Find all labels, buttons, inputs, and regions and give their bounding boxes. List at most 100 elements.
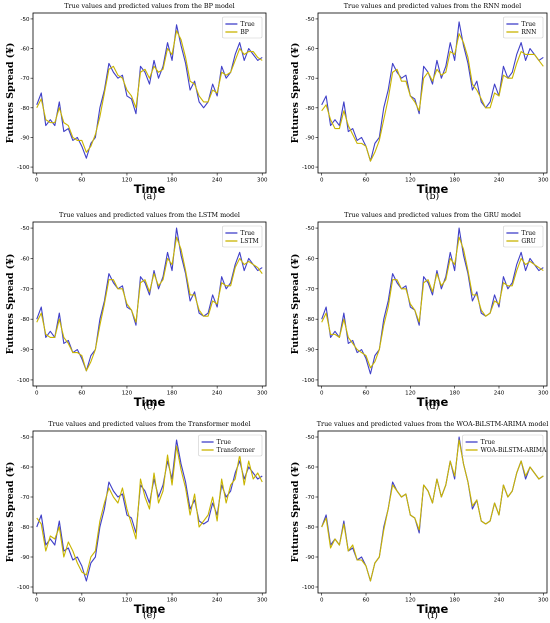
x-axis-label: Time	[134, 182, 166, 196]
x-tick-label: 180	[449, 391, 460, 397]
y-tick-label: -60	[306, 465, 315, 471]
y-tick-label: -60	[21, 47, 30, 53]
y-tick-label: -80	[21, 106, 30, 112]
series-line-true	[321, 436, 544, 582]
y-tick-label: -60	[21, 465, 30, 471]
chart-panel-6: True values and predicted values from th…	[290, 420, 549, 621]
x-tick-label: 240	[212, 391, 223, 397]
legend-box	[462, 434, 544, 457]
x-tick-label: 0	[320, 391, 324, 397]
legend-entry: LSTM	[240, 238, 258, 245]
y-tick-label: -100	[302, 585, 315, 591]
y-tick-label: -50	[306, 435, 315, 441]
y-tick-label: -70	[21, 495, 30, 501]
x-axis-label: Time	[134, 395, 166, 409]
x-tick-label: 60	[78, 598, 85, 604]
y-tick-label: -90	[21, 135, 30, 141]
x-tick-label: 120	[122, 598, 133, 604]
x-tick-label: 300	[538, 391, 549, 397]
y-tick-label: -90	[306, 555, 315, 561]
y-tick-label: -70	[21, 287, 30, 293]
y-tick-label: -90	[21, 348, 30, 354]
subfigure-label: (f)	[427, 610, 438, 621]
y-tick-label: -100	[302, 378, 315, 384]
chart-panel-2: True values and predicted values from th…	[290, 2, 549, 202]
y-tick-label: -60	[306, 256, 315, 262]
subfigure-label: (e)	[143, 610, 156, 621]
x-tick-label: 60	[78, 391, 85, 397]
plot-frame	[317, 221, 548, 387]
x-tick-label: 120	[405, 178, 416, 184]
legend-entry: WOA-BiLSTM-ARIMA	[481, 447, 547, 454]
x-tick-label: 0	[320, 178, 324, 184]
x-tick-label: 180	[167, 178, 178, 184]
chart-title: True values and predicted values from th…	[317, 420, 549, 428]
x-tick-label: 240	[212, 598, 223, 604]
legend-entry: True	[521, 21, 536, 28]
subfigure-label: (d)	[426, 401, 440, 412]
legend-entry: True	[521, 230, 536, 237]
x-tick-label: 0	[35, 391, 39, 397]
series-line-predicted	[36, 445, 263, 576]
series-line-true	[36, 227, 263, 372]
legend-entry: RNN	[521, 29, 536, 36]
y-axis-label: Futures Spread (¥)	[290, 462, 301, 563]
subfigure-label: (a)	[143, 191, 156, 202]
series-line-predicted	[321, 236, 544, 369]
x-tick-label: 240	[494, 391, 505, 397]
x-tick-label: 60	[363, 178, 370, 184]
x-axis-label: Time	[417, 395, 449, 409]
y-tick-label: -50	[21, 226, 30, 232]
chart-title: True values and predicted values from th…	[59, 211, 240, 219]
y-tick-label: -100	[17, 165, 30, 171]
plot-frame	[32, 12, 267, 174]
y-tick-label: -70	[306, 287, 315, 293]
y-tick-label: -60	[306, 47, 315, 53]
y-tick-label: -70	[306, 495, 315, 501]
series-line-predicted	[321, 33, 544, 162]
y-tick-label: -70	[21, 76, 30, 82]
y-tick-label: -100	[17, 585, 30, 591]
x-tick-label: 300	[538, 178, 549, 184]
chart-panel-5: True values and predicted values from th…	[5, 420, 268, 621]
series-line-true	[321, 21, 544, 162]
series-line-predicted	[321, 439, 544, 582]
x-tick-label: 180	[449, 178, 460, 184]
y-tick-label: -80	[21, 317, 30, 323]
legend-entry: True	[481, 439, 496, 446]
x-tick-label: 0	[320, 598, 324, 604]
series-line-true	[321, 227, 544, 375]
x-tick-label: 120	[122, 178, 133, 184]
series-line-predicted	[36, 236, 263, 372]
legend-entry: True	[240, 21, 255, 28]
legend-box	[198, 434, 263, 457]
y-tick-label: -80	[306, 106, 315, 112]
x-tick-label: 0	[35, 178, 39, 184]
y-axis-label: Futures Spread (¥)	[290, 43, 301, 144]
y-axis-label: Futures Spread (¥)	[5, 254, 16, 355]
plot-frame	[32, 221, 267, 387]
legend-entry: GRU	[521, 238, 535, 245]
y-tick-label: -50	[21, 435, 30, 441]
chart-title: True values and predicted values from th…	[344, 2, 521, 10]
x-axis-label: Time	[417, 182, 449, 196]
x-axis-label: Time	[134, 602, 166, 616]
x-tick-label: 60	[78, 178, 85, 184]
y-tick-label: -60	[21, 256, 30, 262]
chart-panel-4: True values and predicted values from th…	[290, 211, 549, 412]
legend-entry: True	[217, 439, 232, 446]
x-tick-label: 60	[363, 391, 370, 397]
y-tick-label: -100	[302, 165, 315, 171]
legend-box	[503, 225, 544, 248]
y-tick-label: -80	[306, 525, 315, 531]
legend-entry: True	[240, 230, 255, 237]
x-tick-label: 240	[494, 598, 505, 604]
series-line-true	[36, 24, 263, 159]
x-tick-label: 120	[405, 598, 416, 604]
plot-frame	[317, 430, 548, 594]
x-tick-label: 300	[257, 391, 268, 397]
